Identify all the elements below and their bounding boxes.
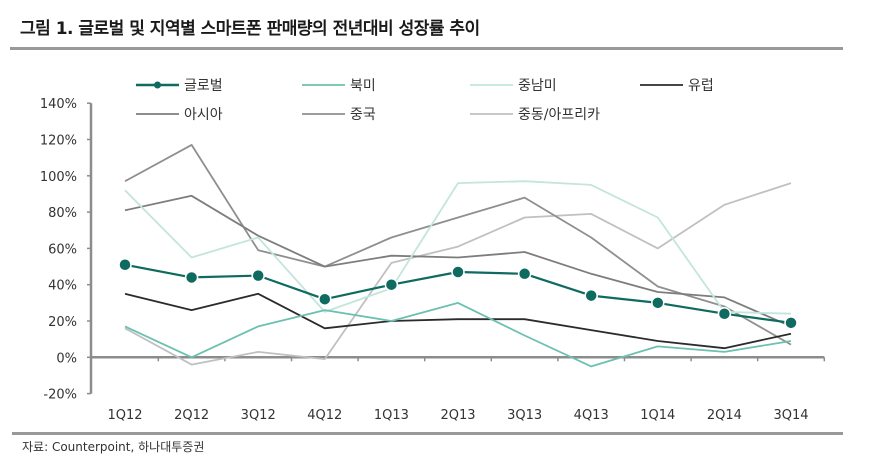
x-tick-label: 3Q13: [507, 408, 542, 423]
series-line-북미: [124, 301, 792, 368]
footer-divider: [12, 432, 843, 435]
legend-label: 중동/아프리카: [518, 107, 600, 123]
series-line-유럽: [124, 292, 792, 350]
data-point-글로벌-4Q12: [318, 292, 332, 306]
x-tick-label: 1Q14: [640, 408, 675, 423]
series-layer: [118, 143, 798, 368]
x-tick-label: 3Q12: [241, 408, 276, 423]
y-tick-label: 40%: [48, 279, 77, 294]
data-point-글로벌-2Q13: [451, 265, 465, 279]
y-tick-label: 120%: [40, 134, 77, 149]
x-tick-label: 1Q13: [374, 408, 409, 423]
legend-item-중국: 중국: [302, 107, 376, 123]
source-note: 자료: Counterpoint, 하나대투증권: [22, 440, 205, 454]
y-tick-label: 80%: [48, 206, 77, 221]
legend-label: 아시아: [184, 107, 223, 123]
data-point-글로벌-4Q13: [584, 288, 598, 303]
legend-label: 중남미: [518, 78, 557, 94]
x-tick-label: 2Q12: [174, 408, 209, 423]
legend-item-글로벌: 글로벌: [136, 78, 223, 94]
legend-item-아시아: 아시아: [136, 107, 223, 123]
line-chart: -20% 0% 20% 40% 60% 80% 100% 120% 140% 1Q12 2Q12 3Q…: [40, 78, 826, 423]
legend-label: 유럽: [688, 78, 714, 94]
legend-marker: [154, 81, 161, 89]
y-tick-label: 20%: [48, 315, 77, 330]
legend-label: 글로벌: [184, 78, 223, 94]
y-tick-label: 140%: [40, 97, 77, 112]
data-point-글로벌-3Q12: [251, 268, 265, 283]
legend-label: 중국: [350, 107, 376, 123]
data-point-글로벌-1Q14: [651, 296, 665, 310]
data-point-글로벌-3Q13: [517, 267, 532, 281]
series-line-아시아: [124, 194, 792, 328]
data-point-글로벌-2Q14: [717, 306, 732, 321]
x-tick-label: 4Q13: [574, 408, 609, 423]
data-point-글로벌-3Q14: [784, 316, 798, 330]
series-line-중국: [124, 143, 792, 346]
legend-item-중남미: 중남미: [470, 78, 557, 94]
data-point-글로벌-2Q12: [184, 270, 199, 285]
axes: -20% 0% 20% 40% 60% 80% 100% 120% 140% 1Q12 2Q12 3Q…: [40, 97, 826, 423]
figure-title: 그림 1. 글로벌 및 지역별 스마트폰 판매량의 전년대비 성장률 추이: [20, 19, 480, 39]
legend-label: 북미: [350, 78, 376, 94]
series-line-중동/아프리카: [124, 182, 792, 366]
x-tick-label: 1Q12: [107, 408, 142, 423]
legend-item-유럽: 유럽: [640, 78, 714, 94]
series-line-중남미: [124, 180, 792, 315]
y-tick-label: 0%: [56, 351, 77, 366]
data-point-글로벌-1Q12: [118, 257, 132, 272]
title-divider: [10, 47, 843, 50]
legend-item-중동/아프리카: 중동/아프리카: [470, 107, 600, 123]
legend-item-북미: 북미: [302, 78, 376, 94]
x-tick-label: 2Q14: [707, 408, 742, 423]
y-tick-label: 60%: [48, 242, 77, 257]
y-tick-label: -20%: [43, 388, 77, 403]
x-tick-label: 3Q14: [773, 408, 808, 423]
y-tick-label: 100%: [40, 170, 77, 185]
x-tick-label: 4Q12: [307, 408, 342, 423]
x-tick-label: 2Q13: [440, 408, 475, 423]
data-point-글로벌-1Q13: [384, 277, 399, 292]
